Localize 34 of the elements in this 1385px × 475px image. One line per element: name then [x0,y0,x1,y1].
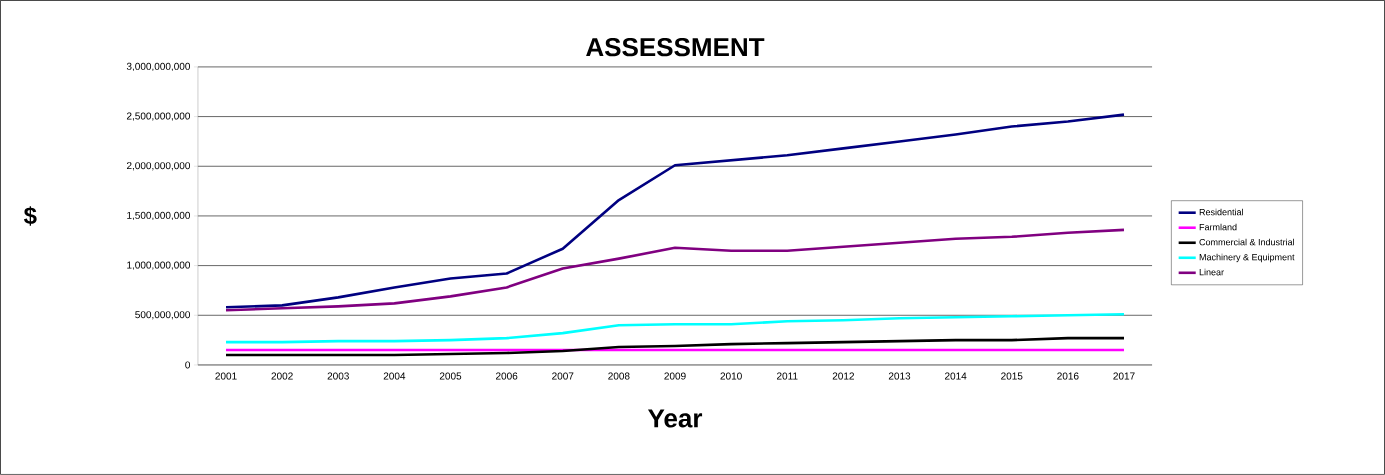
x-tick-label: 2001 [215,372,237,380]
x-axis-title: Year [647,409,703,428]
x-tick-label: 2011 [777,372,798,380]
y-tick-label: 500,000,000 [135,311,191,320]
x-tick-label: 2010 [720,372,742,380]
y-tick-label: 2,500,000,000 [126,112,191,121]
x-tick-label: 2005 [439,372,462,380]
x-tick-label: 2016 [1057,372,1079,380]
legend-label: Farmland [1199,223,1237,231]
y-tick-label: 1,000,000,000 [127,261,191,270]
legend-label: Residential [1199,208,1243,216]
y-tick-label: 0 [185,361,191,369]
x-tick-label: 2003 [327,372,349,380]
line-series [224,228,1126,312]
legend-label: Linear [1199,268,1224,276]
chart-title: ASSESSMENT [586,38,765,57]
y-tick-label: 3,000,000,000 [126,62,191,72]
x-tick-label: 2002 [271,372,293,380]
x-tick-label: 2017 [1113,372,1135,380]
x-tick-label: 2006 [496,372,518,380]
y-tick-label: 1,500,000,000 [127,211,191,221]
x-tick-label: 2015 [1001,372,1023,380]
x-tick-label: 2007 [552,372,574,380]
legend-label: Commercial & Industrial [1199,238,1294,246]
x-tick-label: 2004 [383,372,406,380]
x-tick-label: 2012 [832,372,854,380]
y-tick-label: 2,000,000,000 [126,162,191,171]
x-tick-label: 2009 [664,372,686,380]
y-axis-title: $ [23,206,37,226]
x-tick-label: 2008 [608,372,630,380]
line-series [224,313,1126,344]
x-tick-label: 2014 [945,372,967,380]
legend-label: Machinery & Equipment [1199,253,1295,263]
x-tick-label: 2013 [888,372,911,380]
